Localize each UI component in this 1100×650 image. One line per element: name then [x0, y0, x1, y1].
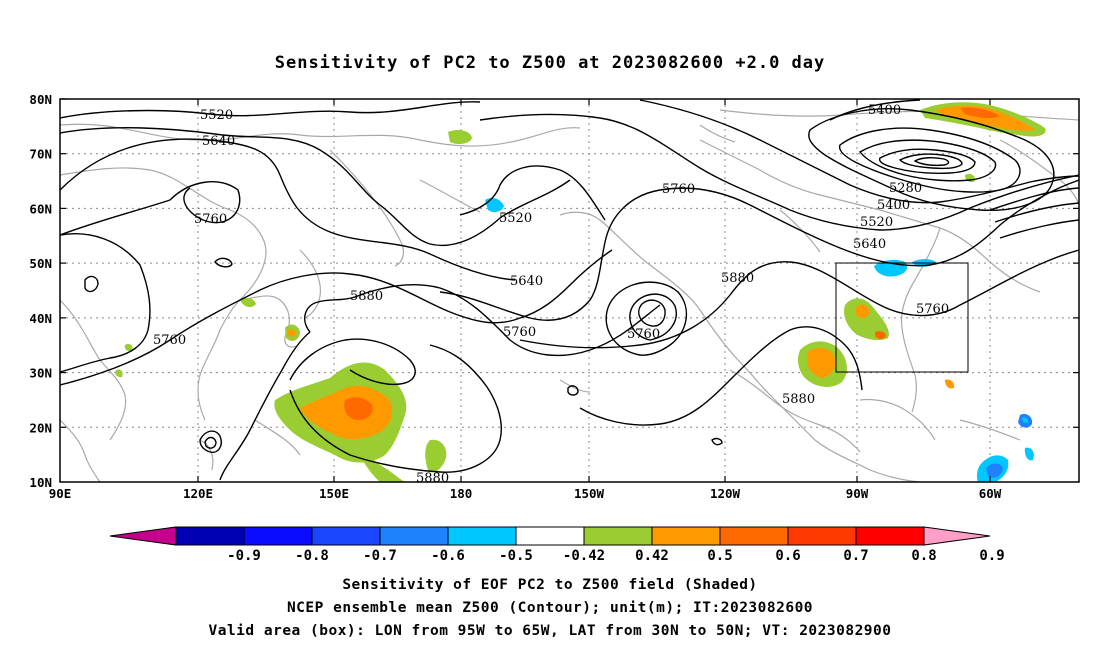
caption-line-2: NCEP ensemble mean Z500 (Contour); unit(…	[287, 600, 813, 616]
valid-area-box	[835, 262, 969, 373]
lon-label: 180	[450, 486, 473, 501]
contour-label: 5400	[868, 103, 901, 118]
colorbar-cell	[379, 526, 449, 546]
colorbar-cell	[719, 526, 789, 546]
sensitivity-shading	[115, 102, 1046, 482]
lat-label: 50N	[29, 256, 52, 271]
colorbar-cell	[243, 526, 313, 546]
lon-label: 150E	[319, 486, 349, 501]
lat-label: 60N	[29, 201, 52, 216]
axis-ticks	[60, 98, 1079, 482]
lat-label: 30N	[29, 366, 52, 381]
figure-title: Sensitivity of PC2 to Z500 at 2023082600…	[275, 53, 826, 73]
colorbar-label: 0.5	[707, 548, 732, 564]
colorbar-label: 0.42	[635, 548, 669, 564]
map-frame	[59, 98, 1080, 483]
colorbar-label: -0.7	[363, 548, 397, 564]
colorbar-cell	[651, 526, 721, 546]
lon-label: 90W	[846, 486, 869, 501]
lat-label: 80N	[29, 92, 52, 107]
colorbar-cell	[175, 526, 245, 546]
colorbar-cell	[923, 526, 991, 546]
colorbar-labels: -0.9 -0.8 -0.7 -0.6 -0.5 -0.42 0.42 0.5 0.6 0.7 0.…	[227, 548, 1005, 564]
contour-label: 5760	[153, 333, 186, 348]
caption-line-3: Valid area (box): LON from 95W to 65W, L…	[208, 623, 891, 639]
lon-label: 120W	[710, 486, 741, 501]
coastlines	[60, 109, 1079, 482]
contour-label: 5880	[782, 392, 815, 407]
contour-label: 5520	[860, 215, 893, 230]
contour-label: 5400	[877, 198, 910, 213]
lat-label: 70N	[29, 147, 52, 162]
colorbar-cell	[787, 526, 857, 546]
contour-label: 5760	[627, 327, 660, 342]
contour-label: 5520	[200, 108, 233, 123]
lon-label: 120E	[183, 486, 213, 501]
contour-label: 5880	[350, 289, 383, 304]
colorbar-label: -0.6	[431, 548, 465, 564]
contour-label: 5760	[194, 212, 227, 227]
lon-label: 150W	[574, 486, 605, 501]
map-area	[60, 99, 1079, 482]
colorbar-cell	[583, 526, 653, 546]
colorbar-cell	[515, 526, 585, 546]
contour-label: 5640	[510, 274, 543, 289]
lon-labels: 90E 120E 150E 180 150W 120W 90W 60W	[49, 486, 1002, 501]
lat-label: 40N	[29, 311, 52, 326]
colorbar-label: -0.42	[563, 548, 605, 564]
colorbar	[109, 526, 991, 546]
colorbar-cell	[447, 526, 517, 546]
contour-label: 5760	[916, 302, 949, 317]
caption-line-1: Sensitivity of EOF PC2 to Z500 field (Sh…	[342, 577, 757, 593]
contours	[60, 99, 1079, 481]
lat-labels: 80N 70N 60N 50N 40N 30N 20N 10N	[29, 92, 52, 490]
contour-label: 5880	[721, 271, 754, 286]
lon-label: 60W	[979, 486, 1002, 501]
contour-label: 5880	[416, 471, 449, 486]
contour-label: 5640	[202, 134, 235, 149]
lat-label: 10N	[29, 475, 52, 490]
colorbar-label: -0.9	[227, 548, 261, 564]
contour-label: 5520	[499, 211, 532, 226]
colorbar-label: 0.6	[775, 548, 800, 564]
colorbar-label: -0.5	[499, 548, 533, 564]
colorbar-cell	[311, 526, 381, 546]
colorbar-label: 0.7	[843, 548, 868, 564]
contour-label: 5760	[503, 325, 536, 340]
colorbar-cell	[855, 526, 925, 546]
contour-label: 5280	[889, 181, 922, 196]
lat-label: 20N	[29, 420, 52, 435]
colorbar-label: 0.8	[911, 548, 936, 564]
colorbar-label: 0.9	[979, 548, 1004, 564]
contour-label: 5760	[662, 182, 695, 197]
contour-labels: 5520 5640 5760 5760 5880 5520 5640 5760 …	[153, 103, 949, 486]
colorbar-label: -0.8	[295, 548, 329, 564]
lon-label: 90E	[49, 486, 72, 501]
contour-label: 5640	[853, 237, 886, 252]
colorbar-cell	[109, 526, 177, 546]
